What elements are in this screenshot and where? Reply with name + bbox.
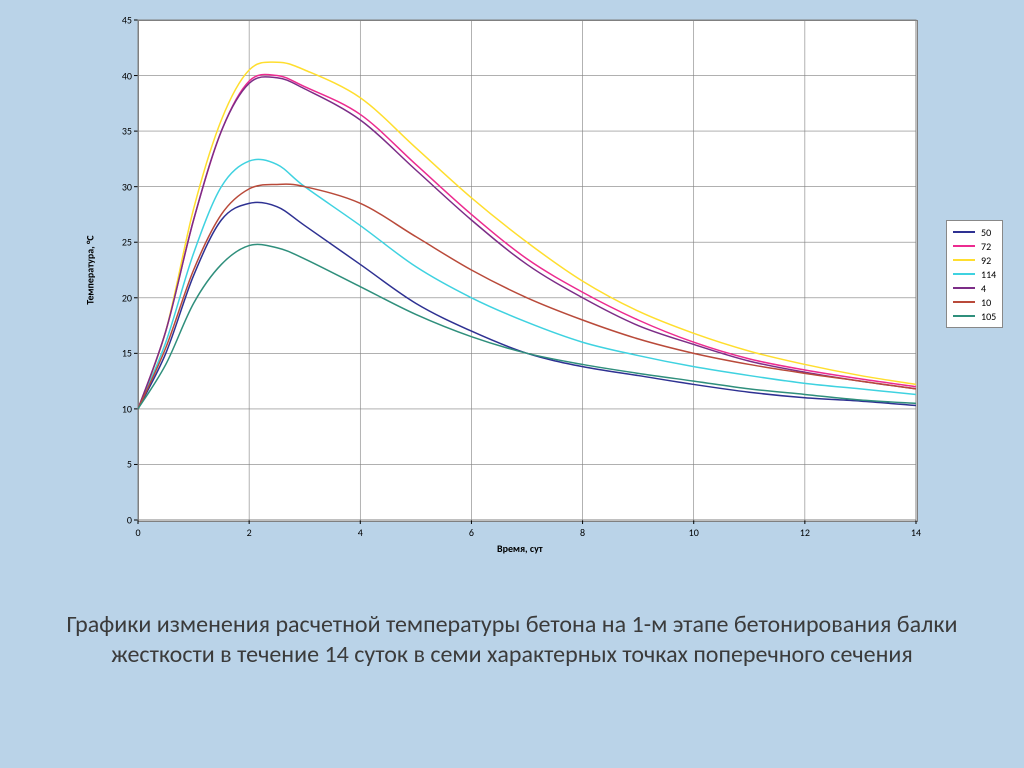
x-tick-label: 6 [469, 526, 474, 539]
legend-label: 105 [981, 310, 996, 323]
legend-item: 4 [953, 281, 996, 295]
y-tick-label: 15 [114, 347, 132, 360]
x-axis-label: Время, сут [497, 542, 543, 555]
legend-label: 92 [981, 254, 991, 267]
x-tick-label: 12 [800, 526, 810, 539]
y-tick-label: 10 [114, 402, 132, 415]
x-tick-label: 4 [358, 526, 363, 539]
y-tick-label: 20 [114, 291, 132, 304]
series-line [138, 62, 916, 409]
legend-swatch [953, 231, 975, 233]
legend-item: 10 [953, 295, 996, 309]
y-tick-label: 0 [114, 514, 132, 527]
legend-item: 114 [953, 267, 996, 281]
series-line [138, 244, 916, 408]
legend-item: 105 [953, 309, 996, 323]
series-line [138, 184, 916, 409]
y-axis-label: Температура, °С [84, 235, 97, 304]
y-tick-label: 5 [114, 458, 132, 471]
x-tick-label: 8 [580, 526, 585, 539]
series-line [138, 202, 916, 409]
x-tick-label: 0 [135, 526, 140, 539]
slide: 507292114410105 Время, сут Температура, … [0, 0, 1024, 768]
legend-swatch [953, 301, 975, 303]
x-tick-label: 14 [911, 526, 921, 539]
y-tick-label: 40 [114, 69, 132, 82]
chart-container: 507292114410105 Время, сут Температура, … [0, 0, 1024, 600]
legend: 507292114410105 [946, 220, 1003, 328]
caption: Графики изменения расчетной температуры … [62, 610, 962, 670]
legend-item: 92 [953, 253, 996, 267]
x-tick-label: 10 [689, 526, 699, 539]
legend-swatch [953, 245, 975, 247]
chart-svg [138, 20, 916, 520]
legend-item: 50 [953, 225, 996, 239]
legend-label: 4 [981, 282, 986, 295]
y-tick-label: 35 [114, 125, 132, 138]
legend-label: 114 [981, 268, 996, 281]
legend-label: 50 [981, 226, 991, 239]
y-tick-label: 30 [114, 180, 132, 193]
y-tick-label: 45 [114, 14, 132, 27]
legend-swatch [953, 315, 975, 317]
legend-item: 72 [953, 239, 996, 253]
legend-swatch [953, 259, 975, 261]
y-tick-label: 25 [114, 236, 132, 249]
legend-label: 72 [981, 240, 991, 253]
x-tick-label: 2 [247, 526, 252, 539]
legend-swatch [953, 287, 975, 289]
legend-label: 10 [981, 296, 991, 309]
legend-swatch [953, 273, 975, 275]
